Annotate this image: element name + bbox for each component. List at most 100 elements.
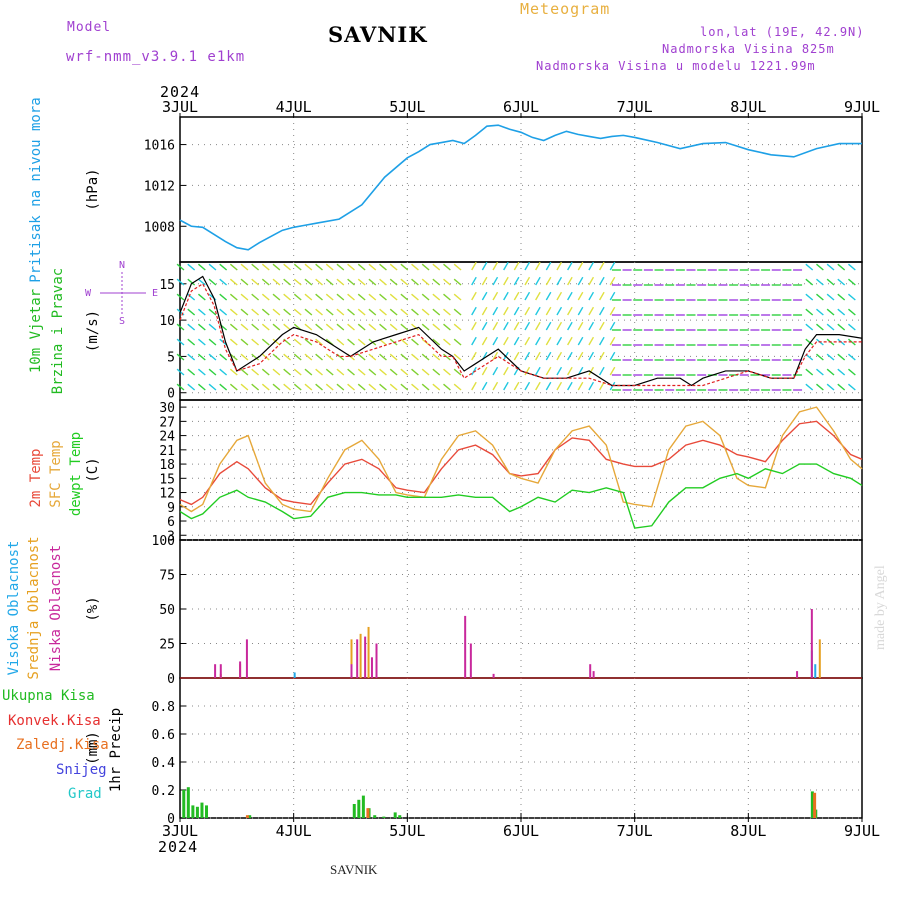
- unit-label: (%): [85, 596, 101, 621]
- wind-barb: [176, 353, 185, 361]
- wind-barb: [187, 323, 196, 331]
- wind-barb: [325, 383, 334, 391]
- wind-barb: [598, 381, 605, 391]
- wind-barb: [283, 353, 292, 361]
- wind-barb: [847, 323, 856, 331]
- wind-barb: [556, 291, 563, 301]
- wind-barb: [471, 261, 477, 271]
- wind-barb: [229, 308, 238, 316]
- wind-barb: [513, 261, 520, 271]
- wind-axis-label: 10m Vjetar: [28, 289, 44, 373]
- wind-barb: [524, 351, 531, 361]
- wind-barb: [443, 383, 451, 391]
- model-name: wrf-nmm_v3.9.1 e1km: [66, 49, 246, 65]
- wind-barb: [588, 306, 595, 316]
- wind-barb: [411, 263, 419, 271]
- wind-barb: [357, 323, 366, 331]
- wind-barb: [492, 351, 499, 361]
- wind-barb: [513, 336, 520, 346]
- cloud-bar-high: [293, 672, 296, 678]
- wind-barb: [293, 338, 302, 346]
- cloud-bar-low: [464, 615, 467, 678]
- wind-barb: [336, 323, 345, 331]
- wind-barb: [197, 353, 206, 361]
- x-tick-label-top: 4JUL: [276, 98, 312, 116]
- wind-barb: [837, 323, 846, 331]
- wind-barb: [187, 293, 196, 301]
- wind-barb: [609, 321, 616, 331]
- compass-letter: E: [152, 288, 158, 299]
- wind-barb: [293, 353, 302, 361]
- wind-barb: [492, 336, 499, 346]
- wind-barb: [368, 293, 377, 301]
- wind-barb: [453, 338, 462, 346]
- wind-barb: [261, 293, 270, 301]
- wind-barb: [272, 293, 281, 301]
- wind-barb: [347, 293, 355, 301]
- y-tick-label: 75: [159, 569, 175, 584]
- wind-speed-line: [179, 275, 863, 387]
- lonlat-label: lon,lat (19E, 42.9N): [700, 25, 865, 39]
- wind-barb: [176, 338, 185, 346]
- wind-barb: [471, 291, 477, 301]
- wind-barb: [272, 308, 281, 316]
- wind-barb: [261, 323, 270, 331]
- wind-barb: [187, 353, 196, 361]
- wind-barb: [567, 381, 573, 391]
- wind-barb: [229, 293, 238, 301]
- wind-barb: [357, 293, 366, 301]
- y-tick-label: 27: [159, 415, 175, 430]
- wind-barb: [588, 336, 595, 346]
- wind-barb: [535, 261, 541, 271]
- cloud-bar-low: [356, 639, 359, 678]
- wind-barb: [251, 338, 260, 346]
- wind-barb: [347, 383, 355, 391]
- wind-barb: [837, 293, 846, 301]
- temp-line-2: [179, 463, 863, 529]
- wind-barb: [492, 381, 499, 391]
- wind-barb: [357, 368, 366, 376]
- wind-barb: [588, 351, 595, 361]
- wind-barb: [837, 278, 846, 286]
- wind-barb: [176, 293, 185, 301]
- wind-barb: [567, 321, 573, 331]
- x-tick-label-top: 6JUL: [503, 98, 539, 116]
- wind-barb: [567, 351, 573, 361]
- wind-barb: [219, 368, 228, 376]
- wind-barb: [336, 293, 345, 301]
- precip-bar: [361, 795, 365, 818]
- unit-label: (hPa): [85, 168, 101, 210]
- wind-barb: [293, 263, 302, 271]
- wind-barb: [208, 353, 217, 361]
- panel-frame: [179, 677, 863, 819]
- wind-compass: N W E S: [85, 260, 158, 327]
- wind-barb: [816, 308, 824, 316]
- wind-barb: [535, 321, 541, 331]
- y-tick-label: 18: [159, 458, 175, 473]
- wind-barb: [535, 276, 541, 286]
- wind-barb: [197, 293, 206, 301]
- wind-barb: [347, 263, 355, 271]
- wind-barb: [471, 366, 477, 376]
- wind-barb: [567, 366, 573, 376]
- cloud-bar-low: [370, 657, 373, 678]
- unit-label: (mm): [85, 731, 101, 765]
- wind-barb: [240, 308, 249, 316]
- wind-barb: [315, 278, 323, 286]
- x-tick-label-top: 5JUL: [389, 98, 425, 116]
- wind-barb: [240, 323, 249, 331]
- precip-legend-entry: Zaledj.Kisa: [16, 737, 109, 753]
- panel-pressure: 1008 1012 1016 (hPa): [85, 116, 863, 263]
- y-tick-label: 0: [167, 812, 175, 827]
- wind-barb: [251, 308, 260, 316]
- wind-barb: [325, 293, 334, 301]
- wind-barb: [577, 261, 584, 271]
- wind-barb: [805, 263, 814, 271]
- wind-barb: [240, 353, 249, 361]
- wind-barb: [567, 291, 573, 301]
- wind-barb: [261, 383, 270, 391]
- wind-barb: [567, 261, 573, 271]
- wind-barb: [283, 278, 292, 286]
- wind-barb: [304, 338, 313, 346]
- wind-barb: [411, 353, 419, 361]
